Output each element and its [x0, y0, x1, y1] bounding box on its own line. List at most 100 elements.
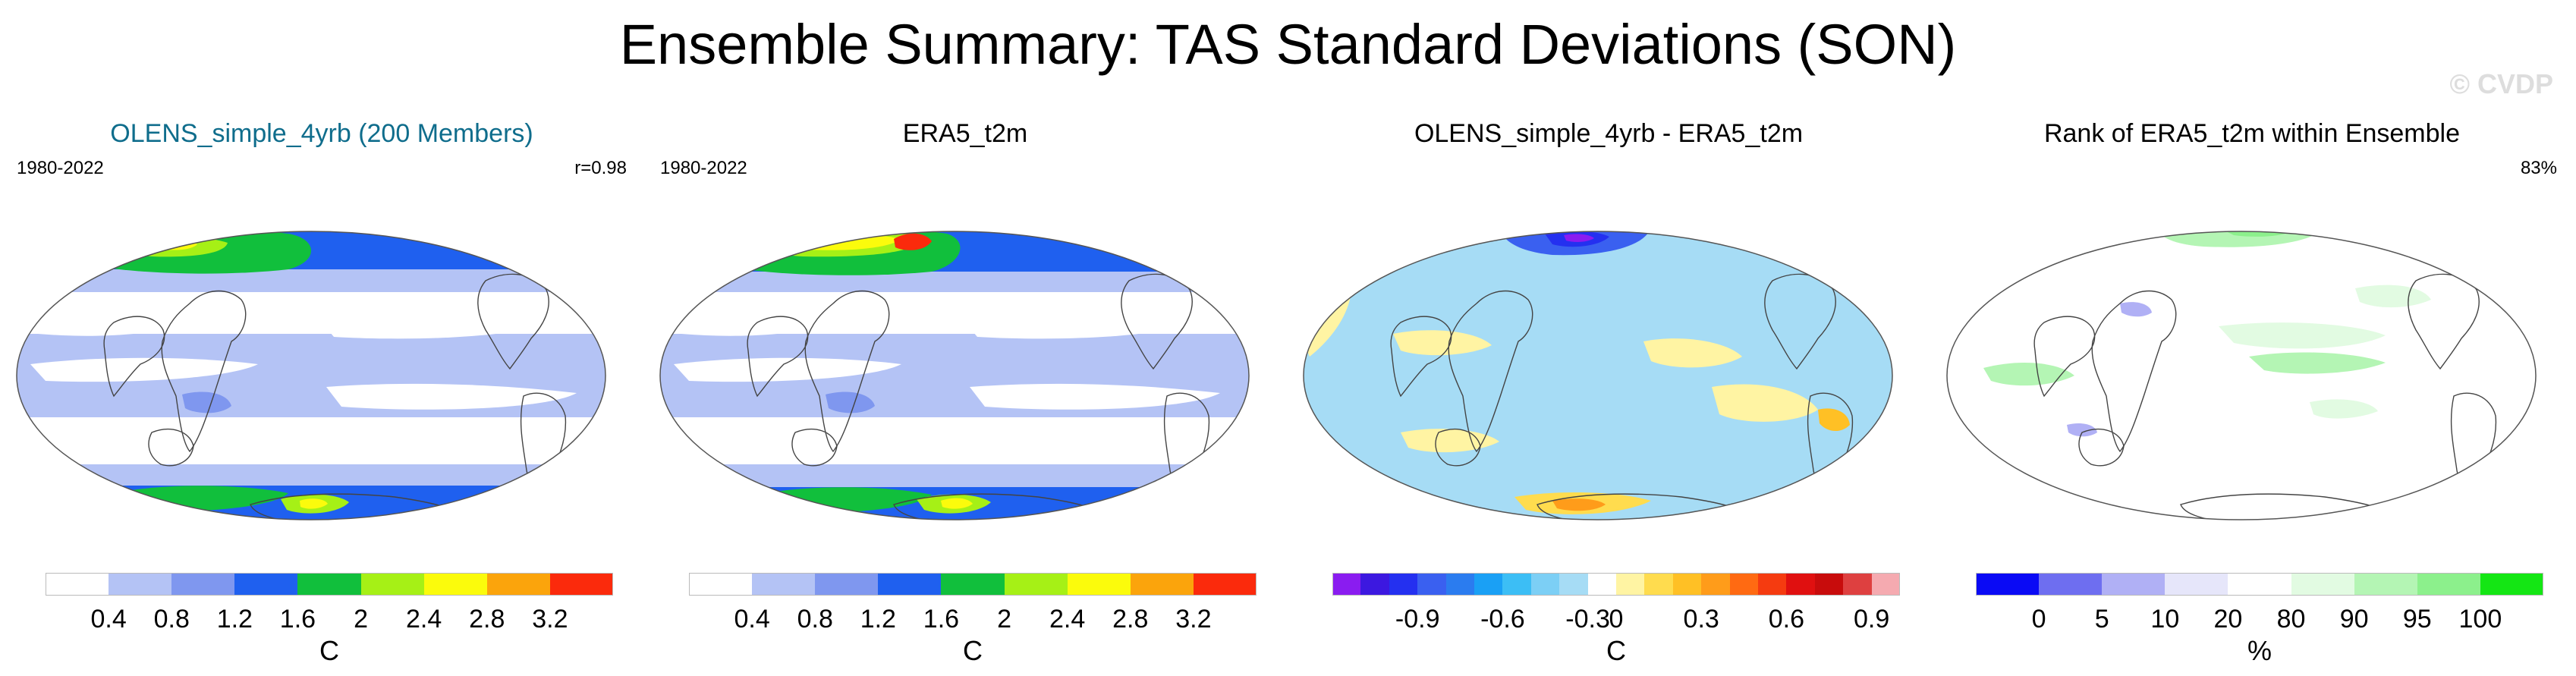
panel-title: ERA5_t2m — [902, 119, 1028, 148]
colorbar-swatch — [878, 573, 942, 596]
field-contour — [674, 357, 901, 382]
colorbar-tick-label: 80 — [2276, 605, 2306, 634]
colorbar-swatch — [941, 573, 1005, 596]
colorbar-swatch — [1130, 573, 1194, 596]
field-contour — [1818, 408, 1850, 432]
map-rank — [1946, 231, 2537, 520]
field-contour — [1552, 498, 1606, 511]
colorbar-swatch — [46, 573, 109, 596]
colorbar-tick-label: 2.4 — [406, 605, 442, 634]
colorbar-swatch — [2102, 573, 2166, 596]
colorbar-swatch — [2228, 573, 2292, 596]
colorbar-swatch — [689, 573, 753, 596]
field-contour — [326, 383, 577, 410]
colorbar-tick-label: 1.6 — [279, 605, 316, 634]
field-contour — [2249, 352, 2386, 374]
coastline — [1390, 316, 1452, 398]
colorbar-swatch — [1389, 573, 1418, 596]
colorbar-tick-label: 3.2 — [1175, 605, 1212, 634]
colorbar-swatch — [2165, 573, 2228, 596]
colorbar-tick-label: 10 — [2150, 605, 2180, 634]
colorbar-swatch — [1445, 573, 1475, 596]
colorbar-tick-label: 0.8 — [797, 605, 833, 634]
colorbar-swatch — [1067, 573, 1131, 596]
colorbar-swatch — [1559, 573, 1589, 596]
panel-difference: OLENS_simple_4yrb - ERA5_t2m -0.9 -0.6 -0.… — [1287, 114, 1930, 676]
colorbar-swatch — [815, 573, 879, 596]
field-contour — [941, 498, 973, 509]
field-contour — [182, 391, 231, 413]
coastline — [791, 429, 838, 467]
colorbar-tick-label: 1.6 — [923, 605, 960, 634]
colorbar-tick-label: 2.4 — [1049, 605, 1086, 634]
colorbar-tick-label: 1.2 — [216, 605, 253, 634]
map-outline — [1946, 231, 2537, 520]
field-contour — [30, 357, 258, 382]
panel-observed: ERA5_t2m 1980-2022 0.4 0.8 1.2 1.6 2 2.4 2.8 3.… — [643, 114, 1287, 676]
colorbar-unit-label: C — [1606, 635, 1626, 666]
colorbar-tick-label: 3.2 — [532, 605, 568, 634]
colorbar-swatch — [549, 573, 614, 596]
field-contour — [894, 233, 932, 250]
map-observed — [659, 231, 1250, 520]
colorbar-tick-label: 0.3 — [1683, 605, 1719, 634]
field-contour — [1643, 338, 1742, 368]
colorbar-swatch — [1701, 573, 1731, 596]
field-band — [1304, 231, 1892, 520]
colorbar-tick-label: 5 — [2094, 605, 2109, 634]
colorbar-tick-label: 0.8 — [153, 605, 190, 634]
colorbar-frame — [46, 573, 613, 596]
pattern-correlation-label: r=0.98 — [574, 158, 627, 178]
watermark-text: © CVDP — [2449, 68, 2553, 99]
colorbar-swatch — [1193, 573, 1257, 596]
colorbar-swatch — [297, 573, 362, 596]
field-contour — [719, 231, 750, 242]
colorbar-tick-label: 0.6 — [1768, 605, 1805, 634]
field-contour — [300, 498, 328, 509]
field-contour — [1393, 330, 1492, 356]
colorbar-swatch — [1871, 573, 1901, 596]
field-contour — [962, 313, 1190, 339]
colorbar-swatch — [1616, 573, 1645, 596]
colorbar-swatch — [1758, 573, 1787, 596]
colorbar-swatch — [1360, 573, 1390, 596]
coastline — [1448, 290, 1533, 453]
coastline — [2033, 316, 2096, 398]
colorbar-swatch — [2039, 573, 2103, 596]
colorbar-swatch — [234, 573, 298, 596]
colorbar-swatch — [1786, 573, 1816, 596]
colorbar-swatch — [1417, 573, 1447, 596]
colorbar-swatch — [1814, 573, 1844, 596]
colorbar-tick-label: 100 — [2458, 605, 2502, 634]
field-contour — [2219, 231, 2294, 237]
coastline — [2078, 429, 2125, 467]
colorbar-frame — [1976, 573, 2543, 596]
colorbar-unit-label: % — [2247, 635, 2272, 666]
colorbar-unit-label: C — [963, 635, 983, 666]
panel-title: Rank of ERA5_t2m within Ensemble — [2043, 119, 2461, 148]
field-contour — [1401, 429, 1499, 453]
field-contour — [1983, 362, 2074, 386]
field-contour — [30, 308, 182, 336]
colorbar-swatch — [423, 573, 488, 596]
colorbar-tick-label: -0.3 — [1565, 605, 1610, 634]
field-contour — [970, 383, 1220, 410]
colorbar-tick-label: 0.4 — [734, 605, 770, 634]
field-contour — [2310, 399, 2378, 419]
coastline — [161, 290, 247, 453]
panel-rank: Rank of ERA5_t2m within Ensemble 83% 0 5 1… — [1930, 114, 2574, 676]
colorbar-swatch — [1587, 573, 1617, 596]
colorbar-swatch — [1976, 573, 2040, 596]
colorbar-swatch — [171, 573, 235, 596]
colorbar-tick-label: 2.8 — [469, 605, 505, 634]
colorbar-swatch — [1729, 573, 1759, 596]
colorbar-tick-label: 0 — [1609, 605, 1624, 634]
field-band — [17, 231, 605, 269]
colorbar-swatch — [2417, 573, 2481, 596]
coastline — [1435, 429, 1481, 467]
colorbar-swatch — [360, 573, 425, 596]
colorbar-tick-label: -0.9 — [1395, 605, 1440, 634]
colorbar-swatch — [1530, 573, 1560, 596]
colorbar-swatch — [1474, 573, 1503, 596]
colorbar-swatch — [109, 573, 172, 596]
